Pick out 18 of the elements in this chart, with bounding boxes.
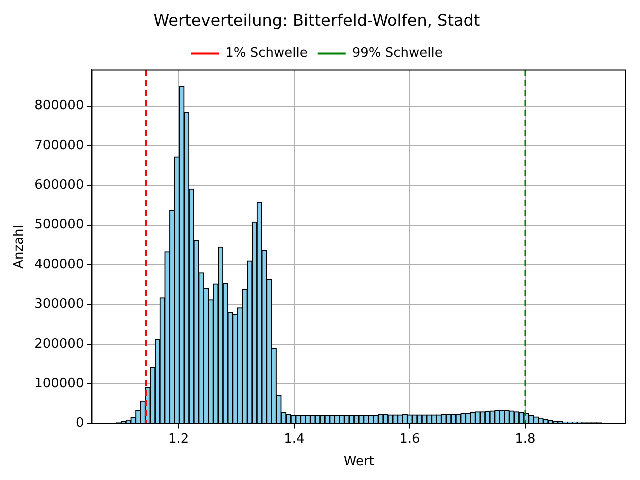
y-tick-label: 800000 <box>34 98 84 114</box>
y-tick-label: 0 <box>76 416 84 432</box>
y-tick-label: 600000 <box>34 178 84 194</box>
x-tick-label: 1.4 <box>284 432 305 447</box>
y-tick-label: 700000 <box>34 138 84 154</box>
y-tick-label: 200000 <box>34 336 84 352</box>
y-tick-label: 300000 <box>34 297 84 312</box>
y-axis-title: Anzahl <box>12 225 28 269</box>
legend-label: 1% Schwelle <box>226 46 308 62</box>
y-tick-label: 500000 <box>34 218 84 233</box>
x-tick-label: 1.6 <box>400 432 420 447</box>
y-tick-label: 400000 <box>34 257 84 272</box>
x-tick-label: 1.2 <box>168 432 190 447</box>
y-tick-label: 100000 <box>34 376 84 392</box>
chart-title: Werteverteilung: Bitterfeld-Wolfen, Stadt <box>154 10 480 30</box>
legend-label: 99% Schwelle <box>352 46 443 62</box>
x-axis-title: Wert <box>344 454 374 470</box>
x-tick-label: 1.8 <box>515 432 536 447</box>
